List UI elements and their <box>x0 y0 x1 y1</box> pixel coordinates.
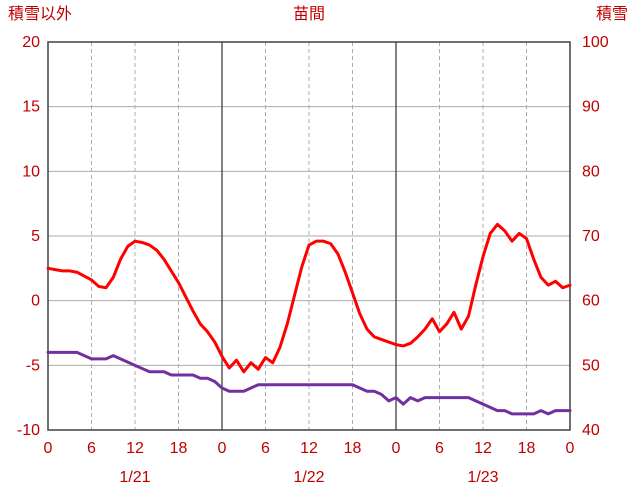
x-axis-tick-label: 0 <box>566 440 575 457</box>
chart-title: 苗間 <box>292 6 325 23</box>
right-axis-tick-label: 60 <box>582 293 600 310</box>
left-axis-tick-label: -10 <box>17 422 40 439</box>
right-axis-tick-label: 70 <box>582 228 600 245</box>
x-axis-tick-label: 6 <box>261 440 270 457</box>
x-axis-tick-label: 18 <box>170 440 188 457</box>
x-axis-tick-label: 0 <box>44 440 53 457</box>
x-axis-tick-label: 12 <box>474 440 492 457</box>
left-axis-tick-label: 10 <box>22 163 40 180</box>
x-axis-tick-label: 18 <box>518 440 536 457</box>
right-axis-tick-label: 100 <box>582 34 609 51</box>
right-axis-tick-label: 90 <box>582 99 600 116</box>
left-axis-tick-label: -5 <box>26 357 40 374</box>
x-axis-tick-label: 0 <box>392 440 401 457</box>
left-axis-tick-label: 5 <box>31 228 40 245</box>
x-axis-tick-label: 6 <box>435 440 444 457</box>
right-axis-title: 積雪 <box>595 6 628 23</box>
purple-series-line <box>46 350 572 416</box>
x-axis-tick-label: 18 <box>344 440 362 457</box>
red-series-line <box>46 222 572 374</box>
right-axis-tick-label: 80 <box>582 163 600 180</box>
left-axis-tick-label: 20 <box>22 34 40 51</box>
x-axis-date-label: 1/23 <box>467 469 498 486</box>
left-axis-tick-label: 0 <box>31 293 40 310</box>
left-axis-title: 積雪以外 <box>8 6 73 23</box>
x-axis-tick-label: 6 <box>87 440 96 457</box>
x-axis-tick-label: 12 <box>126 440 144 457</box>
left-axis-tick-label: 15 <box>22 99 40 116</box>
right-axis-tick-label: 40 <box>582 422 600 439</box>
plot-border <box>47 41 571 431</box>
x-axis-date-label: 1/22 <box>293 469 324 486</box>
x-axis-tick-label: 12 <box>300 440 318 457</box>
x-axis-tick-label: 0 <box>218 440 227 457</box>
x-axis-date-label: 1/21 <box>119 469 150 486</box>
right-axis-tick-label: 50 <box>582 357 600 374</box>
